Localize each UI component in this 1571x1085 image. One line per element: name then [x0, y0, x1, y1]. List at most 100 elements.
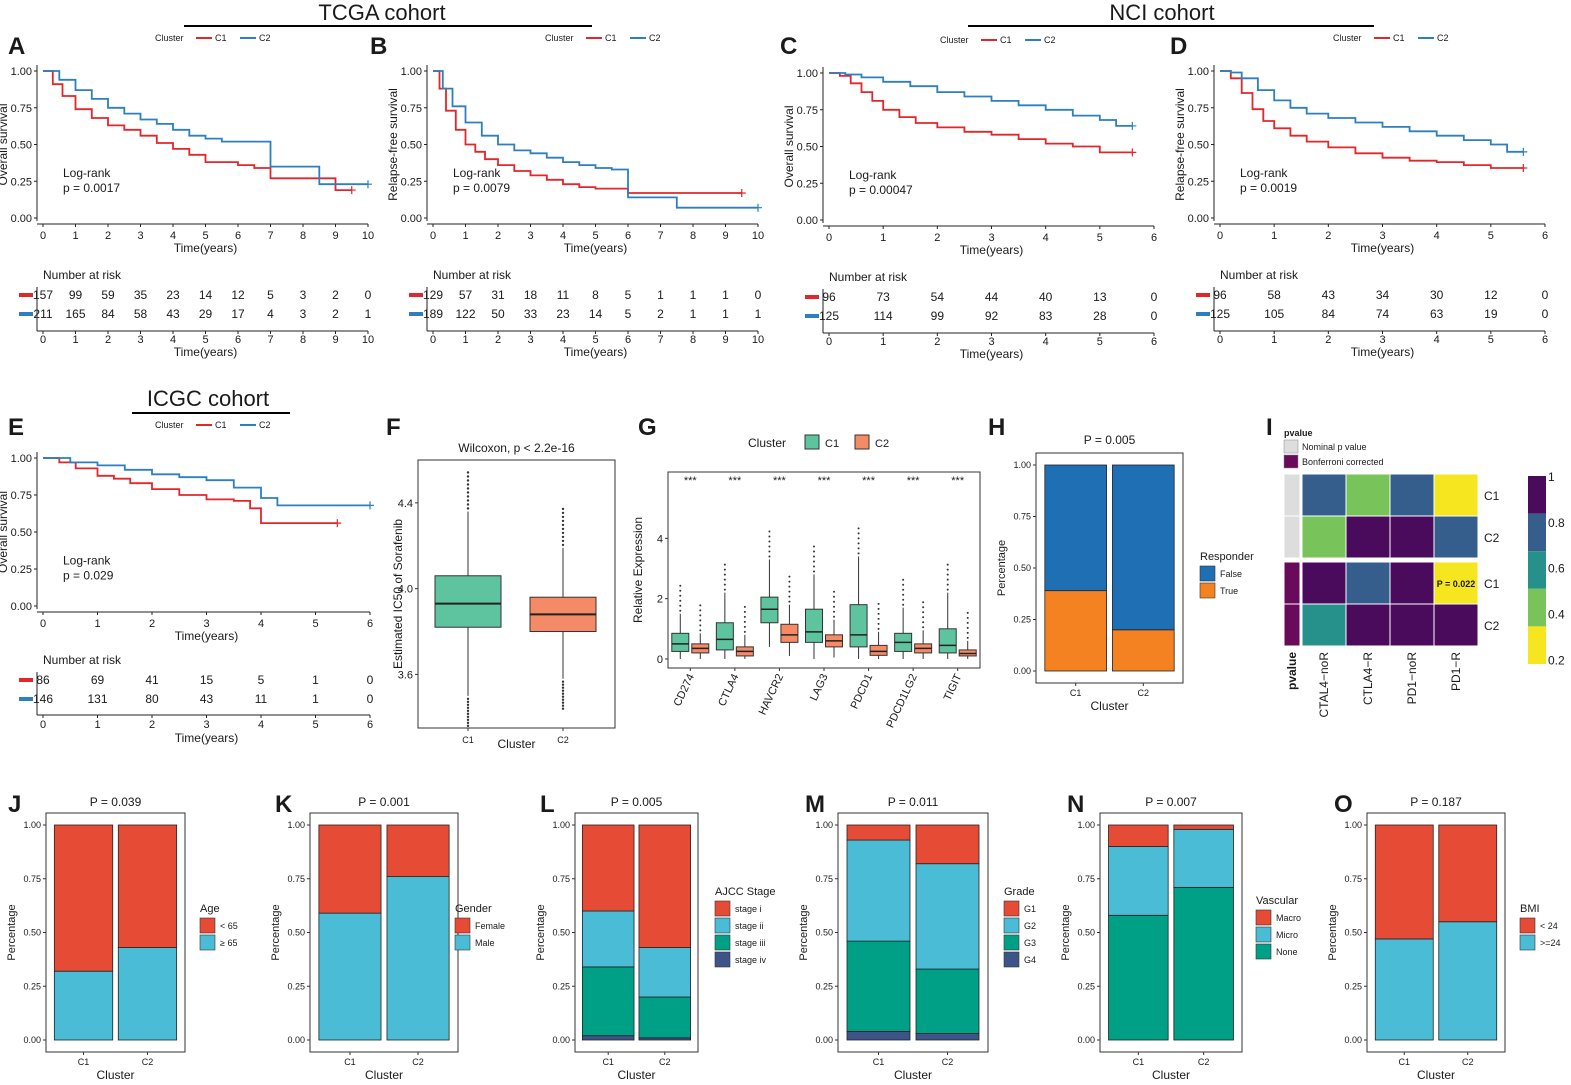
survival-curve-c2 — [829, 72, 1133, 127]
x-tick-label: 10 — [752, 230, 764, 242]
significance-stars: *** — [818, 475, 832, 487]
outlier-point — [679, 594, 682, 597]
outlier-point — [561, 515, 565, 519]
x-axis-label: Time(years) — [1351, 241, 1415, 255]
cohort-title-icgc: ICGC cohort — [147, 386, 269, 411]
outlier-point — [857, 537, 860, 540]
outlier-point — [466, 724, 470, 728]
legend-swatch — [1255, 909, 1272, 926]
risk-x-tick-label: 1 — [1271, 334, 1277, 346]
risk-count: 1 — [722, 307, 729, 321]
cluster-legend: Cluster C1 C2 — [545, 33, 661, 43]
legend: Grade G1 G2 G3 G4 — [1003, 886, 1036, 968]
chart-title: P = 0.005 — [611, 795, 663, 809]
bar-segment-c1 — [581, 966, 635, 1037]
risk-x-tick-label: 2 — [105, 334, 111, 346]
bar-segment-c2 — [915, 824, 980, 865]
risk-count: 146 — [33, 692, 53, 706]
y-tick-label: 0.25 — [11, 176, 32, 188]
risk-x-tick-label: 3 — [527, 334, 533, 346]
risk-x-tick-label: 7 — [267, 334, 273, 346]
bar-segment-c1 — [846, 839, 911, 942]
survival-curve-c1 — [43, 457, 338, 524]
x-tick-label: TIGIT — [942, 672, 965, 703]
outlier-point — [768, 530, 771, 533]
bar-segment-c1 — [1374, 938, 1434, 1041]
outlier-point — [466, 475, 470, 478]
bar-segment-c2 — [1173, 824, 1234, 830]
outlier-point — [723, 583, 726, 586]
y-tick-label: 0.00 — [815, 1035, 833, 1045]
panel-letter-j: J — [8, 791, 21, 818]
risk-count: 73 — [876, 290, 890, 304]
y-tick-label: 0.75 — [401, 103, 422, 115]
y-axis-label: Percentage — [798, 904, 810, 960]
x-axis-label: Cluster — [497, 737, 535, 751]
y-tick-label: 0.00 — [552, 1035, 570, 1045]
censor-mark — [333, 519, 342, 528]
y-tick-label: 0.50 — [797, 142, 818, 154]
x-tick-label: 5 — [1488, 230, 1494, 242]
risk-count: 83 — [1039, 309, 1053, 323]
y-tick-label: 0.25 — [815, 981, 833, 991]
risk-x-tick-label: 1 — [94, 719, 100, 731]
y-tick-label: 0.25 — [401, 176, 422, 188]
outlier-point — [966, 621, 969, 624]
risk-x-tick-label: 6 — [1151, 336, 1157, 348]
legend: BMI< 24 >=24 — [1519, 903, 1561, 951]
x-tick-label: 3 — [1379, 230, 1385, 242]
outlier-point — [922, 621, 925, 624]
risk-x-tick-label: 6 — [235, 334, 241, 346]
risk-count: 122 — [455, 307, 475, 321]
legend-label-c1: C1 — [1393, 33, 1405, 43]
risk-count: 2 — [332, 288, 339, 302]
heatmap-cell — [1433, 515, 1479, 559]
heatmap-cell — [1345, 473, 1391, 517]
risk-x-tick-label: 0 — [1217, 334, 1223, 346]
bar-segment-c2 — [915, 863, 980, 970]
x-tick-label: C1 — [602, 1057, 614, 1067]
y-axis-label: Percentage — [1060, 904, 1072, 960]
risk-x-tick-label: 9 — [332, 334, 338, 346]
legend-title: Cluster — [155, 33, 184, 43]
panel-letter-g: G — [638, 414, 657, 441]
risk-table-title: Number at risk — [433, 268, 512, 282]
x-tick-label: CTLA4 — [716, 672, 741, 708]
y-tick-label: 1.00 — [11, 66, 32, 78]
chart-title: Wilcoxon, p < 2.2e-16 — [458, 441, 575, 455]
cluster-legend: Cluster C1 C2 — [940, 35, 1056, 45]
risk-count: 41 — [145, 673, 159, 687]
outlier-point — [561, 535, 565, 539]
risk-x-axis-label: Time(years) — [174, 345, 238, 359]
scale-tick-label: 0.4 — [1548, 608, 1565, 622]
outlier-point — [561, 707, 565, 710]
box-c1 — [715, 622, 734, 651]
y-axis-label: Overall survival — [0, 491, 10, 573]
x-tick-label: C2 — [942, 1057, 954, 1067]
bar-segment-c2 — [386, 824, 450, 877]
bar-segment-c1 — [1044, 464, 1107, 592]
risk-x-tick-label: 7 — [657, 334, 663, 346]
bar-segment-c1 — [1374, 824, 1434, 940]
km-panel-d: D Cluster C1 C20.000.250.500.751.000 1 2 3 4 5 6T… — [1170, 33, 1549, 359]
outlier-point — [857, 542, 860, 545]
panel-letter-a: A — [8, 33, 25, 60]
y-tick-label: 4.4 — [398, 498, 413, 510]
x-tick-label: 3 — [203, 618, 209, 630]
boxplot-panel-g: G 0 2 4 Relative Expression Cluster C1 C2 *** CD2… — [631, 414, 981, 730]
outlier-point — [699, 619, 702, 622]
box-c2 — [780, 623, 799, 643]
risk-count: 3 — [300, 307, 307, 321]
legend-swatch — [714, 917, 731, 934]
legend-title: BMI — [1520, 903, 1540, 915]
legend: Responder False True — [1199, 551, 1254, 599]
chart-title: P = 0.039 — [90, 795, 142, 809]
plot-frame — [667, 471, 981, 669]
x-tick-label: 10 — [362, 230, 374, 242]
group-legend-swatch — [1283, 454, 1299, 469]
x-tick-label: 6 — [625, 230, 631, 242]
